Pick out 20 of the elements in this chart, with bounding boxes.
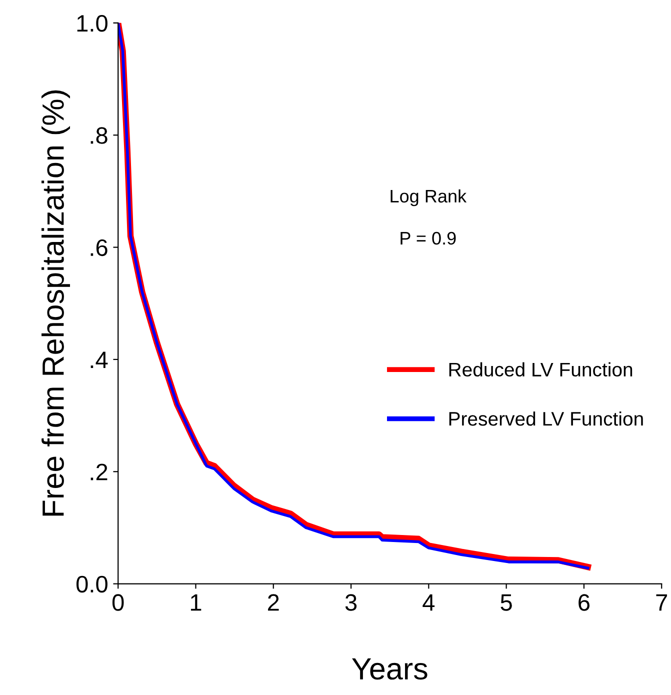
y-tick-label: .6 <box>90 239 108 256</box>
y-tick-label: .4 <box>90 352 108 368</box>
y-tick-label: 0.0 <box>76 576 108 593</box>
y-tick-label: .8 <box>90 127 108 144</box>
y-axis-title: Free from Rehospitalization (%) <box>42 90 70 516</box>
legend-label: Reduced LV Function <box>449 362 632 377</box>
x-tick-label: 7 <box>656 594 667 611</box>
x-tick-label: 3 <box>345 594 357 611</box>
x-tick-label: 2 <box>268 594 279 611</box>
x-tick-label: 1 <box>190 594 202 611</box>
x-axis-title: Years <box>352 658 428 680</box>
x-tick-label: 5 <box>500 594 512 611</box>
x-tick-label: 4 <box>422 594 435 611</box>
annotation: P = 0.9 <box>400 232 456 245</box>
x-tick-label: 0 <box>112 594 124 611</box>
legend-label: Preserved LV Function <box>449 411 643 426</box>
annotation: Log Rank <box>390 189 467 206</box>
x-tick-label: 6 <box>578 594 590 611</box>
y-tick-label: 1.0 <box>77 15 108 32</box>
y-tick-label: .2 <box>90 464 108 480</box>
